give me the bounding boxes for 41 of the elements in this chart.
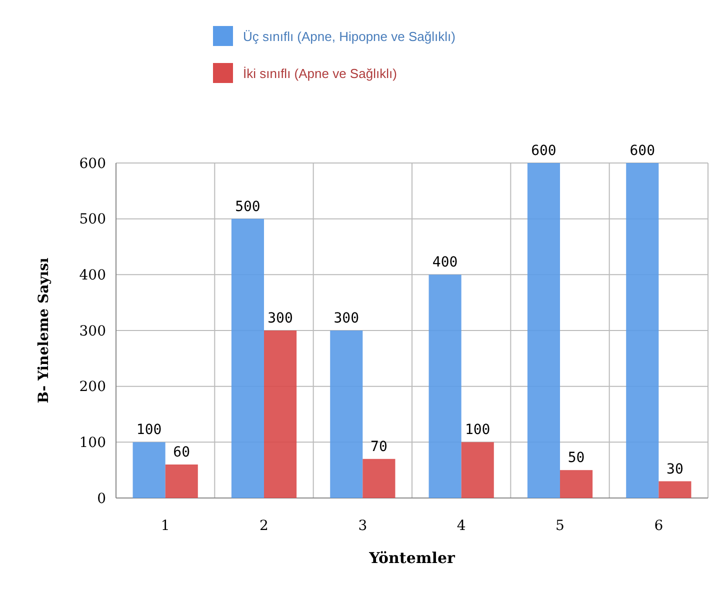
y-tick-label: 400 — [79, 268, 106, 284]
bar — [626, 163, 659, 498]
bar — [165, 464, 198, 498]
x-tick-label: 6 — [654, 518, 664, 534]
x-tick-label: 3 — [358, 518, 368, 534]
x-tick-label: 4 — [456, 518, 466, 534]
bar — [461, 442, 494, 498]
bar — [560, 470, 593, 498]
data-label: 30 — [666, 461, 684, 478]
x-axis-title: Yöntemler — [368, 549, 456, 567]
data-label: 300 — [268, 310, 293, 326]
data-label: 100 — [464, 422, 490, 438]
data-label: 500 — [235, 198, 260, 215]
data-label: 600 — [630, 143, 656, 159]
data-label: 50 — [568, 450, 585, 466]
x-tick-label: 5 — [556, 518, 564, 534]
data-label: 70 — [370, 438, 388, 455]
y-axis-title: B- Yineleme Sayısı — [36, 258, 52, 404]
bar — [428, 274, 462, 498]
y-tick-label: 0 — [97, 490, 106, 507]
legend-label: Üç sınıflı (Apne, Hipopne ve Sağlıklı) — [243, 29, 456, 44]
x-tick-label: 1 — [160, 518, 170, 534]
x-tick-label: 2 — [260, 518, 268, 534]
bar — [658, 481, 692, 498]
y-tick-label: 100 — [79, 435, 106, 452]
bar — [132, 442, 166, 498]
data-label: 60 — [173, 444, 190, 460]
bar — [527, 163, 560, 498]
y-tick-label: 200 — [79, 379, 106, 396]
y-tick-label: 600 — [79, 156, 106, 172]
data-label: 300 — [334, 310, 360, 326]
y-tick-label: 500 — [79, 212, 106, 228]
data-label: 400 — [432, 254, 458, 271]
bar — [264, 330, 297, 498]
y-tick-label: 300 — [79, 323, 106, 340]
data-label: 100 — [136, 422, 162, 438]
bar — [330, 330, 363, 498]
bar — [362, 458, 396, 498]
legend-label: İki sınıflı (Apne ve Sağlıklı) — [243, 66, 397, 81]
bar — [231, 218, 264, 498]
data-label: 600 — [531, 143, 556, 159]
